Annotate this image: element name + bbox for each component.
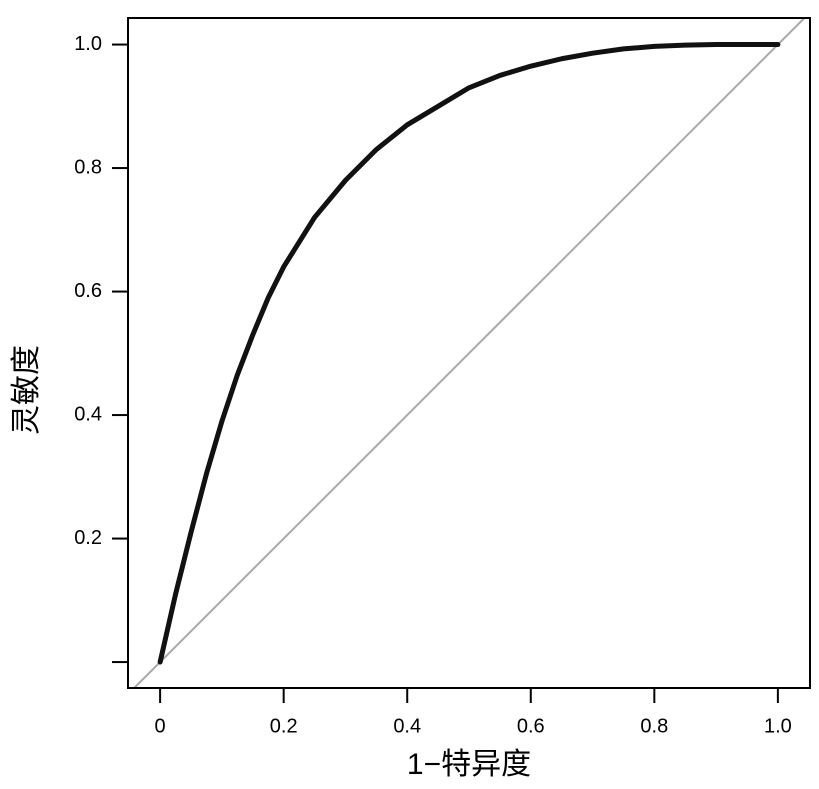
x-tick-label: 0.2 [270, 715, 298, 737]
y-tick-label: 0.4 [74, 403, 102, 425]
x-tick-label: 0.4 [393, 715, 421, 737]
x-tick-label: 0 [155, 715, 166, 737]
x-tick-label: 0.6 [517, 715, 545, 737]
x-tick-label: 1.0 [764, 715, 792, 737]
x-axis-title: 1−特异度 [407, 748, 531, 781]
y-tick-label: 0.8 [74, 156, 102, 178]
x-tick-label: 0.8 [640, 715, 668, 737]
plot-frame [127, 17, 811, 689]
y-tick-label: 0.2 [74, 527, 102, 549]
y-axis-title: 灵敏度 [10, 345, 43, 435]
y-tick-label: 1.0 [74, 33, 102, 55]
reference-line [133, 17, 806, 689]
roc-curve [157, 42, 781, 665]
y-tick-label: 0.6 [74, 280, 102, 302]
